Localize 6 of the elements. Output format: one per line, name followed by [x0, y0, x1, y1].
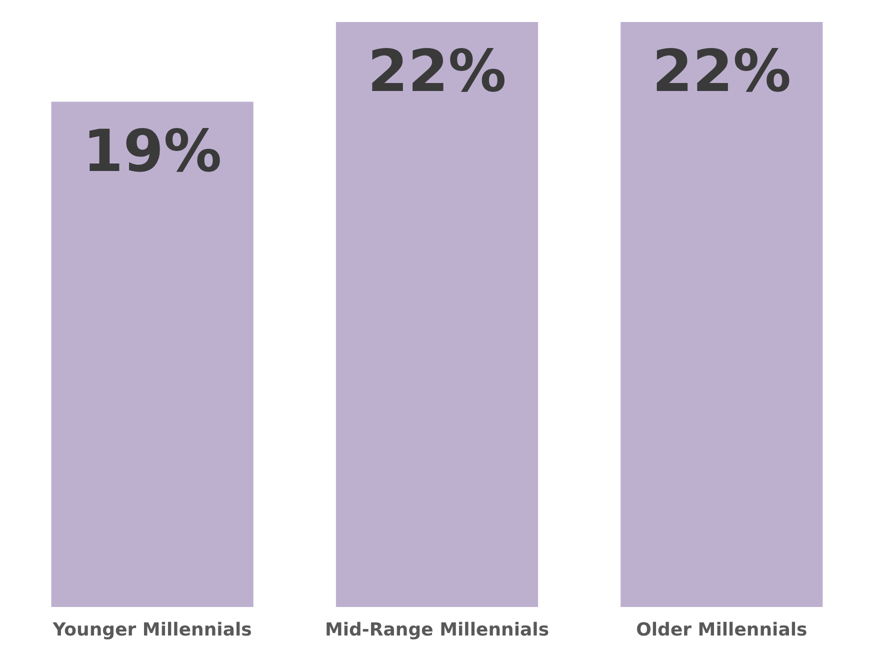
x-tick-label: Mid-Range Millennials — [324, 620, 550, 640]
x-tick-label: Older Millennials — [636, 620, 808, 640]
data-label: 22% — [368, 37, 506, 105]
x-tick-label: Younger Millennials — [52, 620, 252, 640]
data-label: 22% — [652, 37, 792, 105]
data-label: 19% — [82, 116, 222, 185]
